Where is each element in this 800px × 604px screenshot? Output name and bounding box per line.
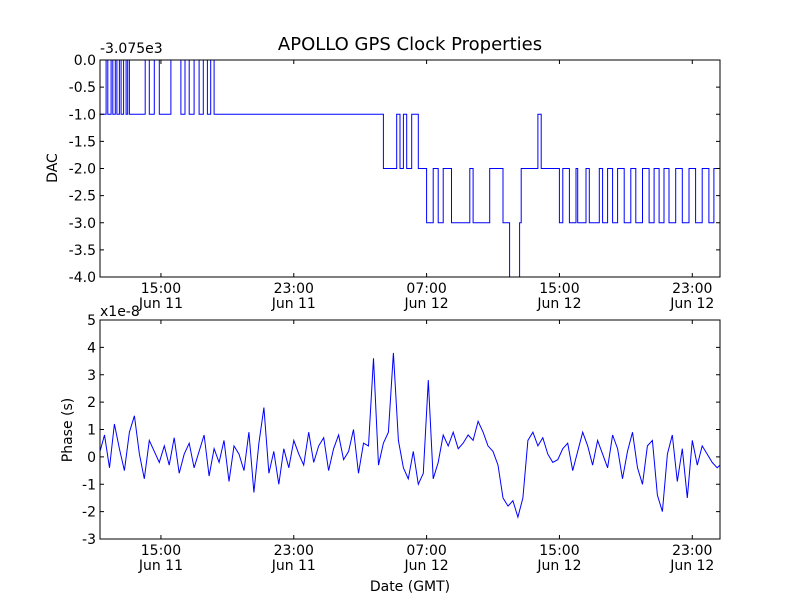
bottom-y-tick-label: 2 <box>87 395 96 411</box>
top-x-tick-time: 07:00 <box>406 281 446 297</box>
bottom-x-tick-date: Jun 11 <box>271 558 316 574</box>
top-plot-frame <box>99 59 721 278</box>
top-y-tick-label: -2.5 <box>69 189 96 205</box>
top-y-tick-label: -0.5 <box>69 80 96 96</box>
bottom-y-tick-label: -1 <box>82 477 96 493</box>
top-x-tick-time: 15:00 <box>539 281 579 297</box>
bottom-x-tick-time: 15:00 <box>539 543 579 559</box>
bottom-plot-background <box>100 320 720 539</box>
chart-title: APOLLO GPS Clock Properties <box>278 34 542 55</box>
top-y-tick-label: -1.0 <box>69 107 96 123</box>
bottom-y-tick-label: 0 <box>87 450 96 466</box>
bottom-plot-frame <box>99 319 721 540</box>
bottom-y-ticks: 5 4 3 2 1 0 -1 -2 -3 <box>82 313 720 548</box>
bottom-x-axis-label: Date (GMT) <box>370 579 450 595</box>
bottom-y-tick-label: -2 <box>82 505 96 521</box>
top-y-tick-label: -2.0 <box>69 162 96 178</box>
top-y-offset-label: -3.075e3 <box>100 41 163 57</box>
top-x-tick-date: Jun 12 <box>536 296 581 312</box>
top-y-tick-label: -4.0 <box>69 270 96 286</box>
bottom-x-tick-date: Jun 11 <box>138 558 183 574</box>
bottom-series-group <box>99 352 721 519</box>
bottom-y-offset-label: x1e-8 <box>100 304 140 320</box>
bottom-x-tick-time: 15:00 <box>141 543 181 559</box>
bottom-y-tick-label: -3 <box>82 532 96 548</box>
bottom-x-tick-time: 23:00 <box>274 543 314 559</box>
bottom-y-tick-label: 5 <box>87 313 96 329</box>
top-y-ticks: 0.0 -0.5 -1.0 -1.5 -2.0 -2.5 -3.0 -3.5 -4.0 <box>69 53 720 286</box>
top-x-tick-time: 23:00 <box>672 281 712 297</box>
top-y-tick-label: -1.5 <box>69 134 96 150</box>
bottom-x-tick-date: Jun 12 <box>404 558 449 574</box>
top-series-group <box>100 59 721 278</box>
bottom-y-tick-label: 1 <box>87 423 96 439</box>
top-plot-area: 0.0 -0.5 -1.0 -1.5 -2.0 -2.5 -3.0 -3.5 -4.0 15:0… <box>69 53 721 312</box>
bottom-y-tick-label: 4 <box>87 340 96 356</box>
top-x-tick-date: Jun 12 <box>669 296 714 312</box>
top-x-tick-time: 15:00 <box>141 281 181 297</box>
top-y-tick-label: -3.5 <box>69 243 96 259</box>
bottom-x-tick-date: Jun 12 <box>536 558 581 574</box>
bottom-series-line <box>99 352 721 519</box>
bottom-x-tick-date: Jun 12 <box>669 558 714 574</box>
bottom-x-tick-time: 23:00 <box>672 543 712 559</box>
bottom-y-tick-label: 3 <box>87 368 96 384</box>
top-x-tick-date: Jun 11 <box>138 296 183 312</box>
top-x-tick-date: Jun 12 <box>404 296 449 312</box>
top-y-tick-label: -3.0 <box>69 216 96 232</box>
top-y-axis-label: DAC <box>45 153 61 183</box>
bottom-x-tick-time: 07:00 <box>406 543 446 559</box>
top-series-line <box>100 59 721 278</box>
top-x-tick-date: Jun 11 <box>271 296 316 312</box>
bottom-y-axis-label: Phase (s) <box>60 398 76 462</box>
top-x-tick-time: 23:00 <box>274 281 314 297</box>
top-y-tick-label: 0.0 <box>74 53 96 69</box>
